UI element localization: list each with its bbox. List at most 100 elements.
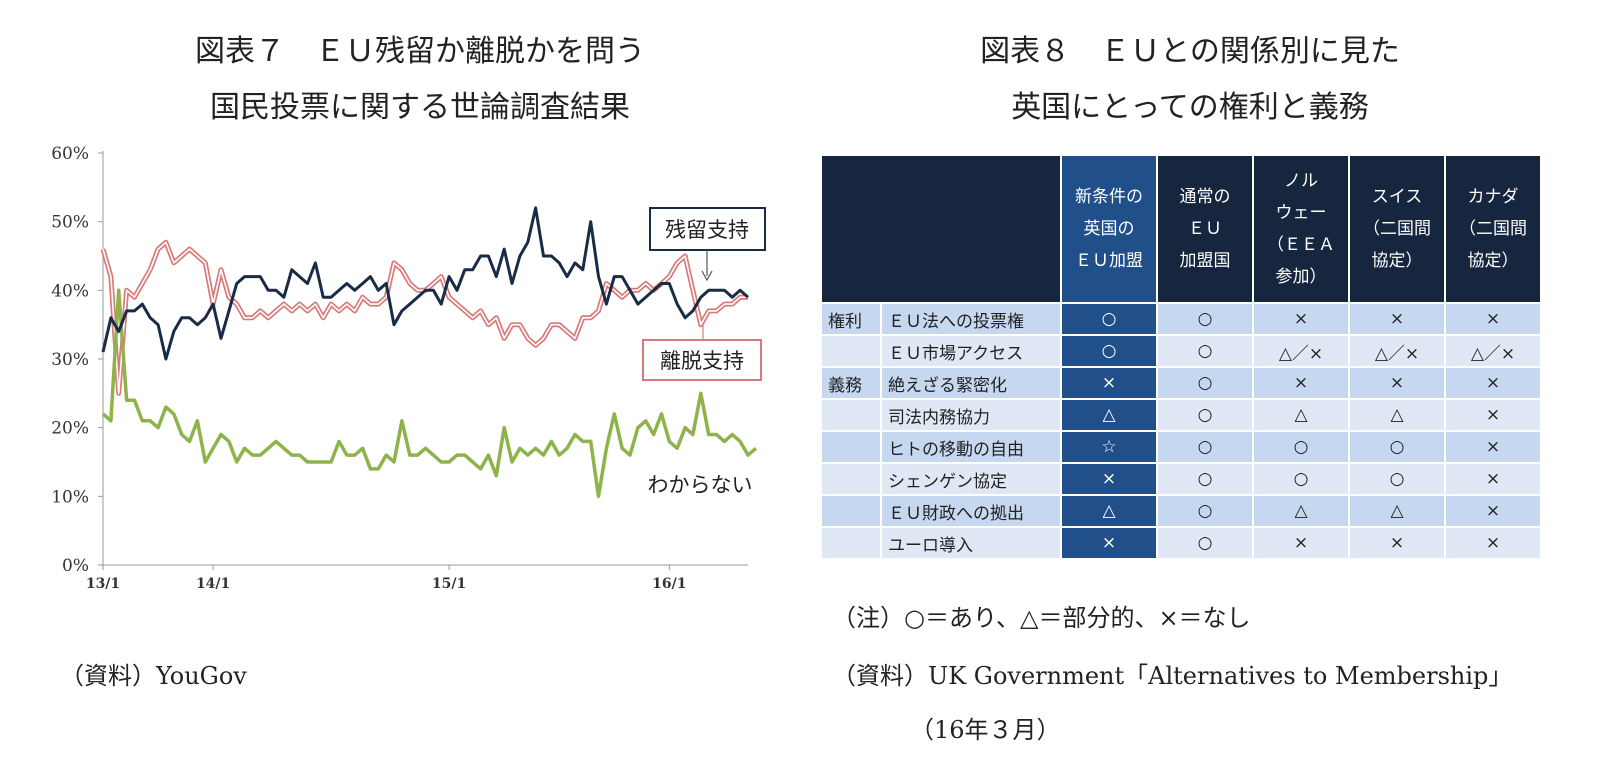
column-header-line: 加盟国 [1179, 251, 1231, 271]
row-item: ユーロ導入 [882, 528, 1060, 558]
figure8-source: （資料）UK Government「Alternatives to Member… [832, 662, 1513, 690]
y-tick-label: 50% [51, 213, 89, 233]
column-header-line: 英国の [1083, 219, 1135, 239]
column-header-line: 参加） [1275, 267, 1327, 287]
row-item: ＥＵ法への投票権 [882, 304, 1060, 334]
figure8-title: 図表８ ＥＵとの関係別に見た 英国にとっての権利と義務 [830, 24, 1550, 136]
row-value: △ [1254, 496, 1348, 526]
table-row: ヒトの移動の自由 ☆ ○ ○ ○ × [822, 432, 1540, 462]
row-item: 司法内務協力 [882, 400, 1060, 430]
table-row: 権利 ＥＵ法への投票権 ○ ○ × × × [822, 304, 1540, 334]
eu-relationship-table: 新条件の英国の ＥＵ加盟 通常の ＥＵ 加盟国 ノルウェー （ＥＥＡ 参加） スイス （二国間協定… [820, 154, 1542, 560]
row-value: ○ [1062, 304, 1156, 334]
leave-label: 離脱支持 [660, 349, 744, 373]
row-value: × [1446, 464, 1540, 494]
x-tick-label: 13/1 [86, 576, 120, 592]
table-row: シェンゲン協定 × ○ ○ ○ × [822, 464, 1540, 494]
figure8-title-line2: 英国にとっての権利と義務 [1011, 90, 1369, 125]
row-value: △ [1350, 496, 1444, 526]
row-value: × [1446, 528, 1540, 558]
row-value: × [1062, 464, 1156, 494]
row-category [822, 464, 880, 494]
row-value: × [1446, 496, 1540, 526]
column-header-line: ウェー [1275, 203, 1327, 223]
row-value: △ [1350, 400, 1444, 430]
remain-label: 残留支持 [665, 218, 749, 242]
row-item: 絶えざる緊密化 [882, 368, 1060, 398]
leave-label-box [642, 339, 762, 381]
row-value: × [1254, 368, 1348, 398]
column-header-line: カナダ [1467, 187, 1519, 207]
row-item: ＥＵ市場アクセス [882, 336, 1060, 366]
row-value: × [1350, 304, 1444, 334]
column-header: 通常の ＥＵ 加盟国 [1158, 156, 1252, 302]
x-tick-label: 15/1 [432, 576, 466, 592]
poll-line-chart: 0% 10% 20% 30% 40% 50% 60% 13/1 14/1 15/1 16/1 残留支持… [51, 144, 766, 592]
row-value: ○ [1350, 432, 1444, 462]
row-value: × [1062, 528, 1156, 558]
row-value: ○ [1062, 336, 1156, 366]
x-tick-label: 14/1 [196, 576, 230, 592]
y-tick-label: 40% [51, 281, 89, 301]
table-header-row: 新条件の英国の ＥＵ加盟 通常の ＥＵ 加盟国 ノルウェー （ＥＥＡ 参加） スイス （二国間協定… [822, 156, 1540, 302]
column-header-line: ノル [1284, 171, 1318, 191]
figure7-title-line2: 国民投票に関する世論調査結果 [210, 90, 630, 125]
row-value: × [1350, 368, 1444, 398]
y-tick-label: 0% [62, 556, 89, 576]
column-header: 新条件の英国の ＥＵ加盟 [1062, 156, 1156, 302]
row-value: × [1446, 400, 1540, 430]
row-value: ○ [1254, 432, 1348, 462]
row-value: ○ [1158, 400, 1252, 430]
figure7-title-line1: 図表７ ＥＵ残留か離脱かを問う [195, 34, 645, 69]
table-corner-cell [822, 156, 1060, 302]
column-header-line: ＥＵ加盟 [1075, 251, 1143, 271]
row-value: ○ [1158, 304, 1252, 334]
row-value: × [1062, 368, 1156, 398]
row-value: ☆ [1062, 432, 1156, 462]
column-header: ノルウェー （ＥＥＡ 参加） [1254, 156, 1348, 302]
y-tick-label: 60% [51, 144, 89, 164]
row-value: × [1446, 368, 1540, 398]
row-value: ○ [1158, 528, 1252, 558]
row-category: 権利 [822, 304, 880, 334]
row-item: ヒトの移動の自由 [882, 432, 1060, 462]
column-header: カナダ （二国間協定） [1446, 156, 1540, 302]
series-line-dontknow [101, 288, 758, 499]
column-header-line: スイス [1371, 187, 1423, 207]
row-value: ○ [1254, 464, 1348, 494]
column-header-line: （二国間 [1459, 219, 1527, 239]
figure8-note: （注）○＝あり、△＝部分的、×＝なし [832, 604, 1251, 632]
y-tick-label: 30% [51, 350, 89, 370]
table-row: 義務 絶えざる緊密化 × ○ × × × [822, 368, 1540, 398]
table-row: ＥＵ市場アクセス ○ ○ △／× △／× △／× [822, 336, 1540, 366]
row-value: × [1446, 432, 1540, 462]
row-value: × [1350, 528, 1444, 558]
table-row: ユーロ導入 × ○ × × × [822, 528, 1540, 558]
row-value: △ [1254, 400, 1348, 430]
x-tick-label: 16/1 [652, 576, 686, 592]
column-header-line: （ＥＥＡ [1267, 235, 1335, 255]
figure7-source: （資料）YouGov [60, 662, 247, 690]
row-value: ○ [1158, 496, 1252, 526]
row-value: ○ [1350, 464, 1444, 494]
column-header-line: 新条件の [1075, 187, 1143, 207]
row-category [822, 432, 880, 462]
row-value: △／× [1254, 336, 1348, 366]
row-value: ○ [1158, 432, 1252, 462]
row-value: ○ [1158, 336, 1252, 366]
table-row: 司法内務協力 △ ○ △ △ × [822, 400, 1540, 430]
y-tick-label: 20% [51, 419, 89, 439]
column-header-line: 協定） [1371, 251, 1423, 271]
row-category [822, 400, 880, 430]
figure7-title: 図表７ ＥＵ残留か離脱かを問う 国民投票に関する世論調査結果 [60, 24, 780, 136]
figure8-title-line1: 図表８ ＥＵとの関係別に見た [980, 34, 1400, 69]
row-category [822, 528, 880, 558]
column-header-line: 協定） [1467, 251, 1519, 271]
dontknow-label: わからない [648, 473, 753, 497]
row-value: ○ [1158, 464, 1252, 494]
row-item: シェンゲン協定 [882, 464, 1060, 494]
row-value: ○ [1158, 368, 1252, 398]
series-line-remain [101, 206, 749, 361]
row-category [822, 496, 880, 526]
y-tick-label: 10% [51, 487, 89, 507]
